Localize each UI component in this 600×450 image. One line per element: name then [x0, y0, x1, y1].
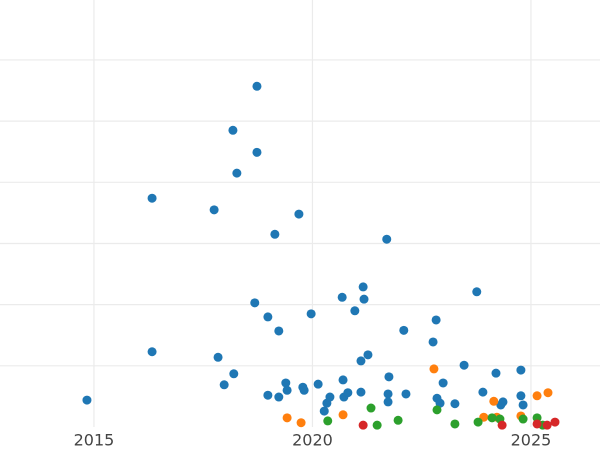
point [431, 315, 441, 325]
point [356, 356, 366, 366]
point [306, 309, 316, 319]
point [450, 419, 460, 429]
point [270, 229, 280, 239]
point [543, 388, 553, 398]
point [263, 312, 273, 322]
point [350, 306, 360, 316]
point [299, 385, 309, 395]
point [358, 282, 368, 292]
point [82, 395, 92, 405]
point [282, 385, 292, 395]
point [252, 147, 262, 157]
point [516, 365, 526, 375]
point [498, 397, 508, 407]
point [263, 390, 273, 400]
point [343, 388, 353, 398]
point [356, 387, 366, 397]
point [337, 292, 347, 302]
point [478, 387, 488, 397]
point [472, 287, 482, 297]
point [399, 325, 409, 335]
x-tick-label: 2020 [292, 431, 333, 450]
point [363, 350, 373, 360]
point [372, 420, 382, 430]
point [323, 416, 333, 426]
point [282, 413, 292, 423]
point [281, 378, 291, 388]
point [428, 337, 438, 347]
point [383, 389, 393, 399]
point [366, 403, 376, 413]
point [518, 414, 528, 424]
point [252, 81, 262, 91]
point [429, 364, 439, 374]
point [229, 369, 239, 379]
point [359, 294, 369, 304]
point [401, 389, 411, 399]
point [296, 418, 306, 428]
x-tick-label: 2025 [511, 431, 552, 450]
point [542, 420, 552, 430]
point [209, 205, 219, 215]
point [459, 360, 469, 370]
point [532, 391, 542, 401]
point [450, 399, 460, 409]
point [319, 406, 329, 416]
point [487, 413, 497, 423]
point [516, 391, 526, 401]
point [219, 380, 229, 390]
point [147, 347, 157, 357]
point [473, 417, 483, 427]
point [338, 375, 348, 385]
point [274, 326, 284, 336]
x-tick-label: 2015 [74, 431, 115, 450]
point [489, 396, 499, 406]
point [294, 209, 304, 219]
point [213, 352, 223, 362]
point [232, 168, 242, 178]
point [532, 419, 542, 429]
point [250, 298, 260, 308]
point [435, 398, 445, 408]
point [358, 420, 368, 430]
point [147, 193, 157, 203]
point [518, 400, 528, 410]
point [432, 405, 442, 415]
point [491, 368, 501, 378]
point [438, 378, 448, 388]
point [274, 392, 284, 402]
point [228, 125, 238, 135]
point [383, 397, 393, 407]
point [550, 417, 560, 427]
point [338, 410, 348, 420]
point [384, 372, 394, 382]
point [313, 379, 323, 389]
point [393, 415, 403, 425]
point [382, 234, 392, 244]
point [497, 420, 507, 430]
point [325, 392, 335, 402]
